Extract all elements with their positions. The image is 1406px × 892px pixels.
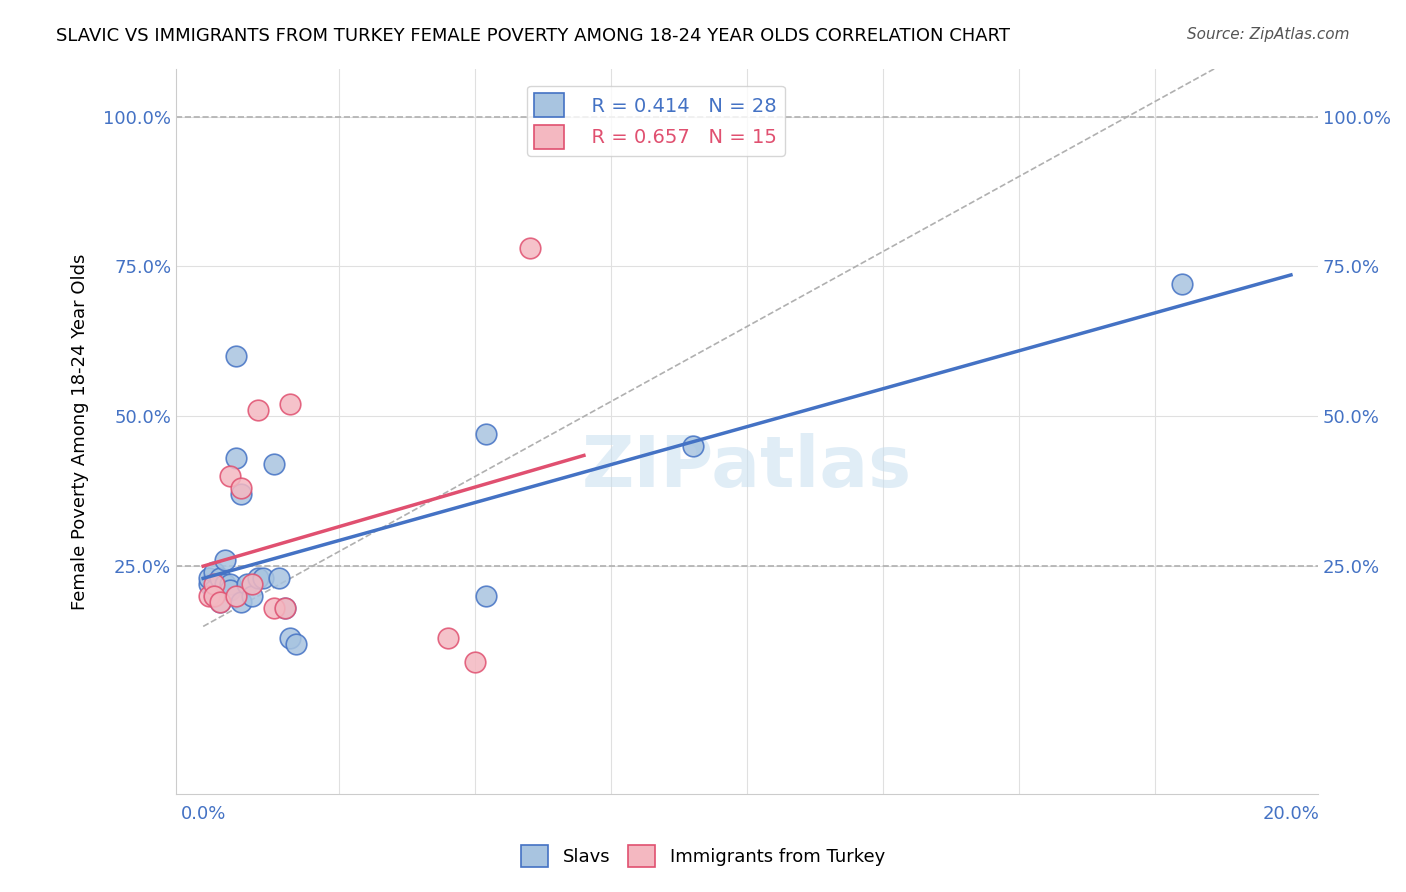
Point xyxy=(225,350,247,364)
Point xyxy=(231,487,253,501)
Point xyxy=(519,242,541,256)
Point xyxy=(219,577,242,591)
Point xyxy=(475,590,498,604)
Point xyxy=(208,595,231,609)
Point xyxy=(197,590,219,604)
Text: Source: ZipAtlas.com: Source: ZipAtlas.com xyxy=(1187,27,1350,42)
Point xyxy=(208,571,231,585)
Legend: Slavs, Immigrants from Turkey: Slavs, Immigrants from Turkey xyxy=(513,838,893,874)
Point xyxy=(682,439,704,453)
Point xyxy=(202,583,225,598)
Point xyxy=(214,553,236,567)
Point xyxy=(202,566,225,580)
Point xyxy=(219,469,242,483)
Text: ZIPatlas: ZIPatlas xyxy=(582,434,912,502)
Point xyxy=(240,577,263,591)
Point xyxy=(475,427,498,442)
Point xyxy=(464,656,486,670)
Point xyxy=(1171,277,1194,292)
Point xyxy=(202,590,225,604)
Legend:   R = 0.414   N = 28,   R = 0.657   N = 15: R = 0.414 N = 28, R = 0.657 N = 15 xyxy=(527,86,785,156)
Point xyxy=(214,577,236,591)
Y-axis label: Female Poverty Among 18-24 Year Olds: Female Poverty Among 18-24 Year Olds xyxy=(72,253,89,609)
Point xyxy=(263,458,285,472)
Point xyxy=(263,601,285,615)
Point xyxy=(225,451,247,466)
Point xyxy=(231,595,253,609)
Point xyxy=(219,583,242,598)
Point xyxy=(202,590,225,604)
Point xyxy=(208,595,231,609)
Point xyxy=(246,571,269,585)
Point xyxy=(269,571,291,585)
Point xyxy=(240,590,263,604)
Point xyxy=(252,571,274,585)
Point xyxy=(197,577,219,591)
Point xyxy=(437,632,460,646)
Point xyxy=(274,601,297,615)
Point xyxy=(225,590,247,604)
Point xyxy=(197,571,219,585)
Text: SLAVIC VS IMMIGRANTS FROM TURKEY FEMALE POVERTY AMONG 18-24 YEAR OLDS CORRELATIO: SLAVIC VS IMMIGRANTS FROM TURKEY FEMALE … xyxy=(56,27,1011,45)
Point xyxy=(246,403,269,417)
Point xyxy=(235,577,257,591)
Point xyxy=(278,397,301,411)
Point xyxy=(274,601,297,615)
Point xyxy=(231,482,253,496)
Point xyxy=(284,637,307,651)
Point xyxy=(278,632,301,646)
Point xyxy=(202,577,225,591)
